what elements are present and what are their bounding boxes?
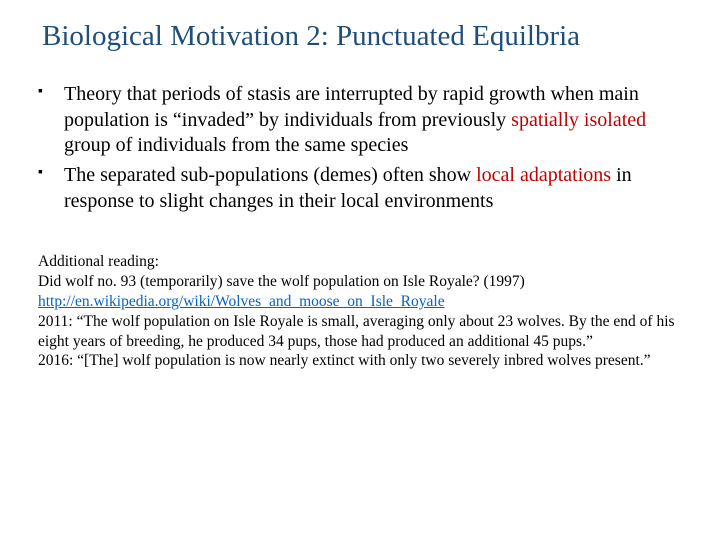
- bullet-item: Theory that periods of stasis are interr…: [38, 82, 682, 159]
- slide-title: Biological Motivation 2: Punctuated Equi…: [38, 18, 682, 54]
- reading-link[interactable]: http://en.wikipedia.org/wiki/Wolves_and_…: [38, 293, 445, 310]
- bullet-text: The separated sub-populations (demes) of…: [64, 164, 476, 186]
- slide: Biological Motivation 2: Punctuated Equi…: [0, 0, 720, 391]
- reading-heading: Additional reading:: [38, 252, 682, 272]
- reading-line: 2016: “[The] wolf population is now near…: [38, 351, 682, 371]
- bullet-item: The separated sub-populations (demes) of…: [38, 163, 682, 214]
- bullet-text: group of individuals from the same speci…: [64, 134, 408, 156]
- bullet-list: Theory that periods of stasis are interr…: [38, 82, 682, 214]
- reading-line: Did wolf no. 93 (temporarily) save the w…: [38, 272, 682, 292]
- additional-reading: Additional reading: Did wolf no. 93 (tem…: [38, 252, 682, 371]
- reading-line: 2011: “The wolf population on Isle Royal…: [38, 312, 682, 352]
- emphasis-text: spatially isolated: [511, 109, 646, 131]
- emphasis-text: local adaptations: [476, 164, 611, 186]
